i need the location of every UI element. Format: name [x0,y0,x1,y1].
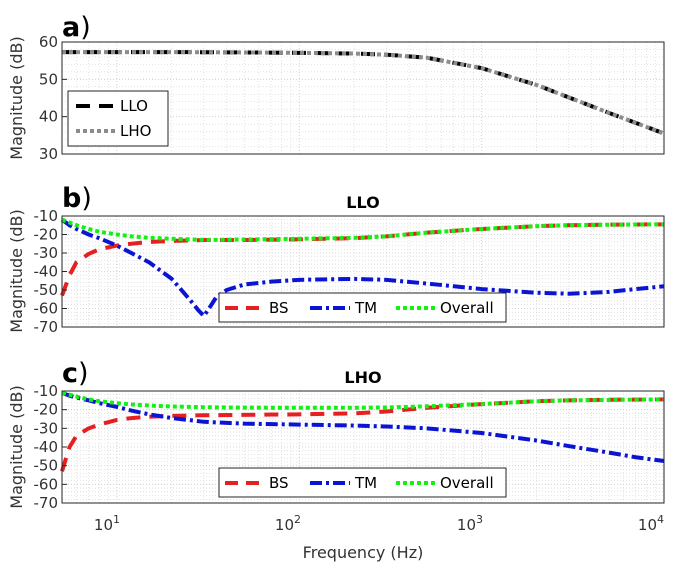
y-tick-label: 50 [39,70,58,88]
legend-overall-label: Overall [440,474,494,492]
series-line-overall [61,217,665,242]
y-tick-label: -20 [34,401,59,419]
x-axis: 101 102 103 104 Frequency (Hz) [94,513,664,562]
panel-a-legend: LLO LHO [67,90,169,147]
panel-c-title: LHO [344,368,381,387]
y-tick-label: -40 [34,263,59,281]
panel-a-legend-box [67,90,169,147]
y-tick-label: -60 [34,300,59,318]
y-tick-label: 30 [39,145,58,163]
panel-c-ylabel: Magnitude (dB) [7,385,26,508]
legend-llo-label: LLO [120,97,148,115]
panel-a-label: a) [62,12,91,43]
legend-overall-label: Overall [440,299,494,317]
series-line-bs [60,397,665,472]
legend-tm-label: TM [354,299,377,317]
y-tick-label: -30 [34,244,59,262]
y-tick-label: -50 [34,281,59,299]
y-tick-label: -10 [34,207,59,225]
x-tick-label: 101 [94,513,120,534]
y-tick-label: 60 [39,33,58,51]
panel-c-legend: BS TM Overall [218,467,507,498]
panel-b-legend-box [218,292,507,323]
x-tick-label: 104 [638,513,664,534]
panel-b-ylabel: Magnitude (dB) [7,209,26,332]
series-line-lho [62,50,665,136]
legend-bs-label: BS [269,474,289,492]
panel-b-title: LLO [346,193,379,212]
x-axis-label: Frequency (Hz) [303,543,424,562]
panel-b-legend: BS TM Overall [218,292,507,323]
panel-a-y-ticks: 30 40 50 60 [39,33,67,163]
panel-c: -10-20-30-40-50-60-70 Magnitude (dB) LHO… [7,358,665,512]
y-tick-label: -60 [34,475,59,493]
y-tick-label: -10 [34,382,59,400]
panel-c-legend-box [218,467,507,498]
legend-lho-label: LHO [120,122,151,140]
panel-a: 30 40 50 60 Magnitude (dB) a) LLO LHO [7,12,665,163]
y-tick-label: -20 [34,226,59,244]
panel-c-lines [60,390,665,472]
legend-bs-label: BS [269,299,289,317]
x-tick-label: 102 [275,513,301,534]
y-tick-label: -70 [34,494,59,512]
panel-b-y-ticks: -10-20-30-40-50-60-70 [34,207,67,336]
y-tick-label: 40 [39,108,58,126]
y-tick-label: -30 [34,419,59,437]
panel-b: -10-20-30-40-50-60-70 Magnitude (dB) LLO… [7,183,665,336]
panel-b-label: b) [62,183,92,214]
y-tick-label: -70 [34,318,59,336]
panel-a-lines [62,50,665,136]
panel-c-label: c) [62,358,89,389]
panel-a-ylabel: Magnitude (dB) [7,36,26,159]
panel-c-y-ticks: -10-20-30-40-50-60-70 [34,382,67,512]
legend-tm-label: TM [354,474,377,492]
x-tick-label: 103 [457,513,483,534]
series-line-overall [61,390,665,410]
y-tick-label: -50 [34,457,59,475]
y-tick-label: -40 [34,438,59,456]
panel-a-frame [61,41,665,155]
